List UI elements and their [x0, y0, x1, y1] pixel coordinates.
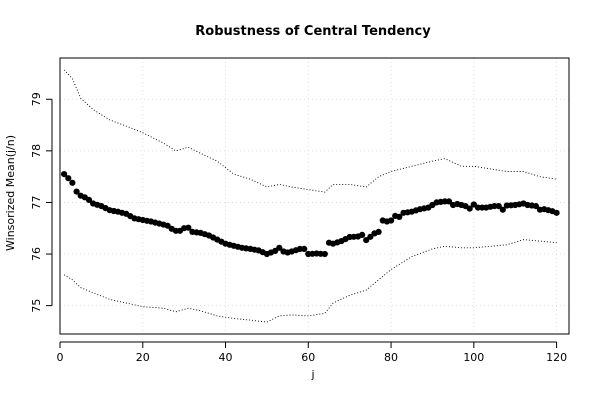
mean-point	[301, 245, 308, 252]
mean-point	[388, 217, 395, 224]
x-tick-label: 100	[463, 351, 484, 364]
mean-point	[69, 179, 76, 186]
mean-point	[445, 198, 453, 205]
axes: 0 20 40 60 80 100 120 75 76 77 78 79	[30, 92, 567, 364]
mean-point	[73, 188, 80, 195]
y-tick-label: 75	[30, 299, 43, 313]
x-tick-label: 120	[546, 351, 567, 364]
lower-band-line	[63, 239, 557, 323]
mean-point	[499, 206, 506, 213]
mean-point	[276, 244, 283, 251]
y-tick-label: 76	[30, 247, 43, 261]
y-tick-label: 78	[30, 144, 43, 158]
mean-point	[466, 205, 473, 212]
mean-point	[375, 228, 382, 235]
mean-point	[85, 196, 93, 203]
mean-point	[553, 209, 560, 216]
mean-point	[321, 250, 328, 258]
chart-title: Robustness of Central Tendency	[195, 24, 431, 39]
x-axis-label: j	[310, 368, 314, 381]
y-tick-label: 79	[30, 92, 43, 106]
mean-point	[359, 231, 366, 238]
mean-points	[61, 171, 560, 258]
mean-point	[65, 175, 72, 182]
mean-point	[367, 233, 374, 240]
x-tick-label: 80	[384, 351, 398, 364]
mean-point	[532, 203, 540, 210]
grid-lines	[59, 58, 569, 334]
upper-band-line	[63, 69, 557, 193]
mean-point	[363, 237, 370, 244]
mean-point	[185, 224, 192, 231]
y-tick-label: 77	[30, 195, 43, 209]
mean-point	[495, 203, 502, 210]
mean-point	[61, 171, 68, 178]
x-tick-label: 0	[57, 351, 64, 364]
plot-frame	[59, 57, 570, 335]
x-tick-label: 40	[219, 351, 233, 364]
mean-point	[396, 213, 403, 220]
x-tick-label: 60	[301, 351, 315, 364]
band-lines	[63, 69, 557, 323]
y-axis-label: Winsorized Mean(j/n)	[4, 135, 17, 251]
x-tick-label: 20	[136, 351, 150, 364]
